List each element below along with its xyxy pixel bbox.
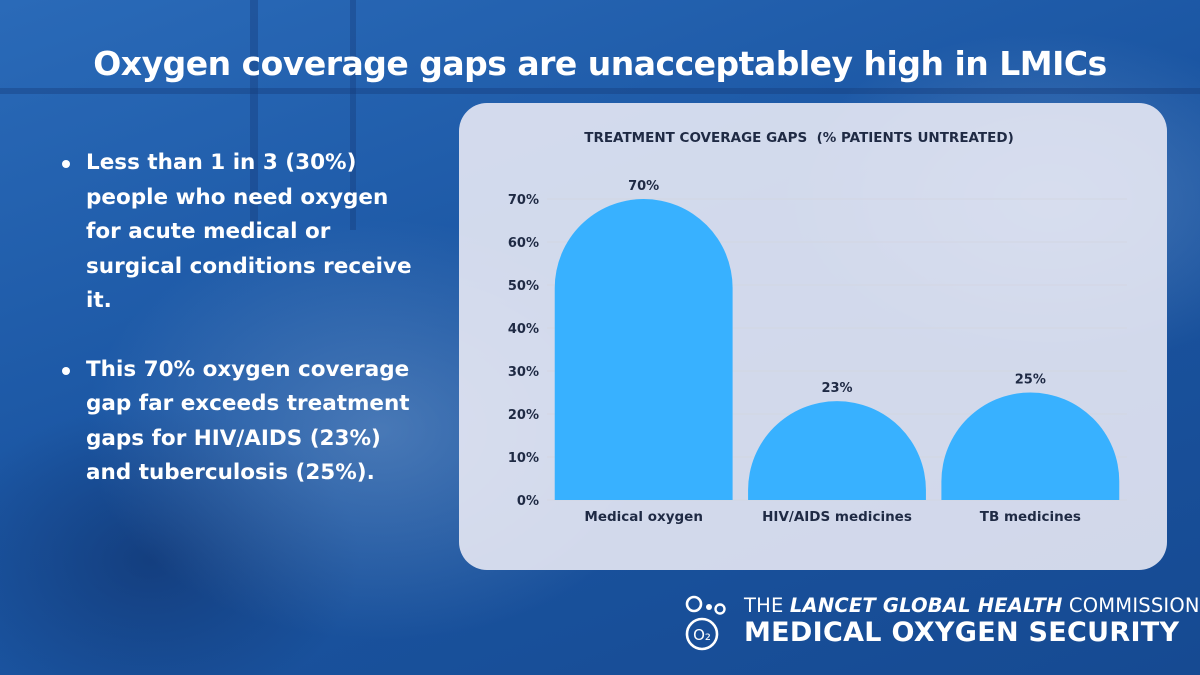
chart-title: TREATMENT COVERAGE GAPS (% PATIENTS UNTR… [584,130,1014,146]
data-label: 25% [1015,373,1046,388]
chart-panel: TREATMENT COVERAGE GAPS (% PATIENTS UNTR… [459,103,1167,570]
y-tick-label: 0% [517,494,539,509]
bullet-oxygen-access: Less than 1 in 3 (30%) people who need o… [58,146,418,319]
logo-line-1: THE LANCET GLOBAL HEALTH COMMISSION [744,594,1200,617]
oxygen-bubbles-icon: O₂ [685,595,726,651]
x-tick-label: TB medicines [980,509,1081,525]
background-window-frame [250,0,258,230]
background-window-frame [0,88,1200,94]
bar-medical-oxygen [554,199,733,500]
background-window-frame [350,0,356,230]
logo-suffix: COMMISSION [1068,594,1200,617]
y-tick-label: 50% [508,279,539,294]
data-label: 70% [628,179,659,194]
bullet-list: Less than 1 in 3 (30%) people who need o… [58,146,418,525]
data-label: 23% [821,381,852,396]
coverage-gap-chart: TREATMENT COVERAGE GAPS (% PATIENTS UNTR… [508,130,1127,525]
logo-line-2: MEDICAL OXYGEN SECURITY [744,617,1180,648]
bar-hiv-aids-medicines [748,401,926,500]
page-title: Oxygen coverage gaps are unacceptabley h… [93,44,1107,84]
bullet-coverage-gap: This 70% oxygen coverage gap far exceeds… [58,353,418,491]
bar-tb-medicines [941,392,1120,500]
y-tick-label: 10% [508,451,539,466]
lancet-commission-logo: O₂ THE LANCET GLOBAL HEALTH COMMISSION M… [680,592,1200,662]
y-tick-label: 70% [508,193,539,208]
y-tick-label: 40% [508,322,539,337]
logo-prefix: THE [744,594,784,617]
x-tick-label: HIV/AIDS medicines [762,509,912,525]
x-tick-label: Medical oxygen [584,509,703,525]
logo-journal-name: LANCET GLOBAL HEALTH [789,594,1063,617]
y-tick-label: 60% [508,236,539,251]
o2-symbol: O₂ [693,626,711,644]
y-tick-label: 20% [508,408,539,423]
y-tick-label: 30% [508,365,539,380]
